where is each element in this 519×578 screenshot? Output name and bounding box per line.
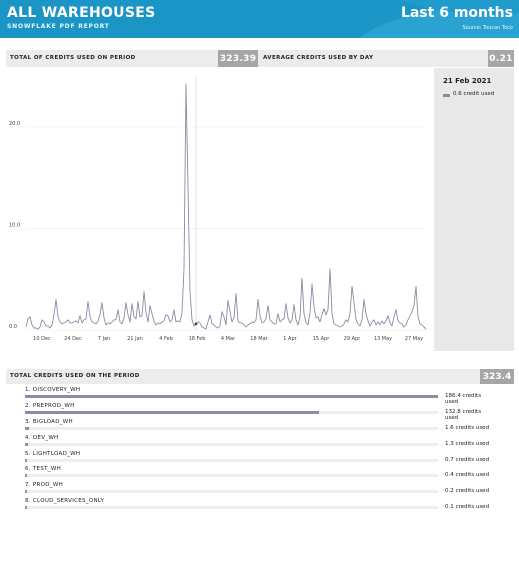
warehouse-bar [25,442,28,446]
warehouse-credits: 0.1 credits used [445,504,490,511]
warehouse-row: 4. DEV_WH 1.3 credits used [25,435,495,451]
warehouse-credits: 0.7 credits used [445,456,490,463]
warehouse-bar-track [25,490,438,494]
warehouse-bar-track [25,410,438,414]
tooltip-date: 21 Feb 2021 [443,77,492,85]
y-tick-label: 0.0 [9,324,17,330]
tooltip-legend-swatch [443,94,450,97]
x-tick-label: 1 Apr [283,336,297,342]
x-tick-label: 13 May [374,336,392,342]
series-line [25,83,427,330]
header-wave-decoration [359,0,519,38]
totals-bar: TOTAL CREDITS USED ON THE PERIOD 323.4 [6,369,514,384]
avg-credits-label: AVERAGE CREDITS USED BY DAY [263,55,374,61]
credits-line-chart[interactable]: 0.0 10.0 20.0 10 Dec 24 Dec 7 Jan 21 Jan 4 Feb 1… [6,68,433,351]
warehouse-bar-track [25,426,438,430]
warehouse-bar [25,395,438,398]
warehouse-bar-track [25,442,438,446]
warehouse-bar-track [25,458,438,462]
x-tick-label: 18 Feb [189,336,206,342]
stats-bar: TOTAL OF CREDITS USED ON PERIOD 323.39 A… [6,50,514,67]
warehouse-name: 3. BIGLOAD_WH [25,418,73,425]
hover-point-marker [194,322,198,326]
report-source: Source: Toucan Toco [462,25,513,31]
x-tick-label: 27 May [405,336,423,342]
warehouse-bar-track [25,506,438,510]
x-tick-label: 4 Mar [221,336,236,342]
warehouse-row: 6. TEST_WH 0.4 credits used [25,466,495,482]
avg-credits-value: 0.21 [488,50,514,67]
x-tick-label: 7 Jan [98,336,110,342]
warehouse-bar [25,426,29,430]
warehouse-name: 1. DISCOVERY_WH [25,387,81,393]
total-credits-label: TOTAL OF CREDITS USED ON PERIOD [10,55,136,61]
warehouse-name: 7. PROD_WH [25,482,64,489]
report-title: ALL WAREHOUSES [7,5,156,21]
warehouse-name: 5. LIGHTLOAD_WH [25,450,81,457]
warehouse-name: 4. DEV_WH [25,434,59,441]
warehouse-row: 8. CLOUD_SERVICES_ONLY 0.1 credits used [25,498,495,514]
report-subtitle: SNOWFLAKE PDF REPORT [7,23,110,30]
warehouse-row: 1. DISCOVERY_WH 186.4 credits used [25,387,495,405]
x-tick-label: 10 Dec [33,336,51,342]
warehouse-name: 8. CLOUD_SERVICES_ONLY [25,498,105,505]
warehouse-bar [25,506,27,510]
chart-tooltip-panel: 21 Feb 2021 0.6 credit used [434,68,514,351]
warehouse-credits: 0.2 credits used [445,488,490,495]
total-credits-value: 323.39 [218,50,258,67]
warehouse-name: 6. TEST_WH [25,466,62,473]
warehouse-row: 7. PROD_WH 0.2 credits used [25,482,495,498]
totals-label: TOTAL CREDITS USED ON THE PERIOD [10,373,140,379]
x-tick-label: 21 Jan [127,336,143,342]
x-tick-label: 18 Mar [250,336,268,342]
warehouse-credits: 1.6 credits used [445,424,490,431]
totals-value: 323.4 [480,369,514,384]
warehouse-credits: 132.8 credits used [445,408,482,421]
y-tick-label: 10.0 [9,222,20,228]
tooltip-value: 0.6 credit used [453,91,495,97]
warehouse-name: 2. PREPROD_WH [25,402,75,409]
warehouse-credits: 186.4 credits used [445,393,482,405]
warehouse-credits: 0.4 credits used [445,472,490,479]
y-tick-label: 20.0 [9,121,20,127]
warehouse-bar [25,490,27,494]
warehouse-row: 2. PREPROD_WH 132.8 credits used [25,402,495,421]
x-tick-label: 4 Feb [159,336,173,342]
report-header: ALL WAREHOUSES SNOWFLAKE PDF REPORT Last… [0,0,519,38]
x-tick-label: 24 Dec [64,336,82,342]
report-period: Last 6 months [400,5,513,21]
warehouse-row: 5. LIGHTLOAD_WH 0.7 credits used [25,451,495,467]
warehouse-bar [25,474,27,478]
warehouse-bar [25,410,320,414]
warehouse-credits: 1.3 credits used [445,440,490,447]
x-tick-label: 15 Apr [313,336,331,342]
warehouse-bar-track [25,395,438,398]
warehouse-bar-track [25,474,438,478]
x-tick-label: 29 Apr [344,336,362,342]
warehouse-list: 1. DISCOVERY_WH 186.4 credits used 2. PR… [25,387,495,514]
warehouse-row: 3. BIGLOAD_WH 1.6 credits used [25,419,495,435]
warehouse-bar [25,458,27,462]
